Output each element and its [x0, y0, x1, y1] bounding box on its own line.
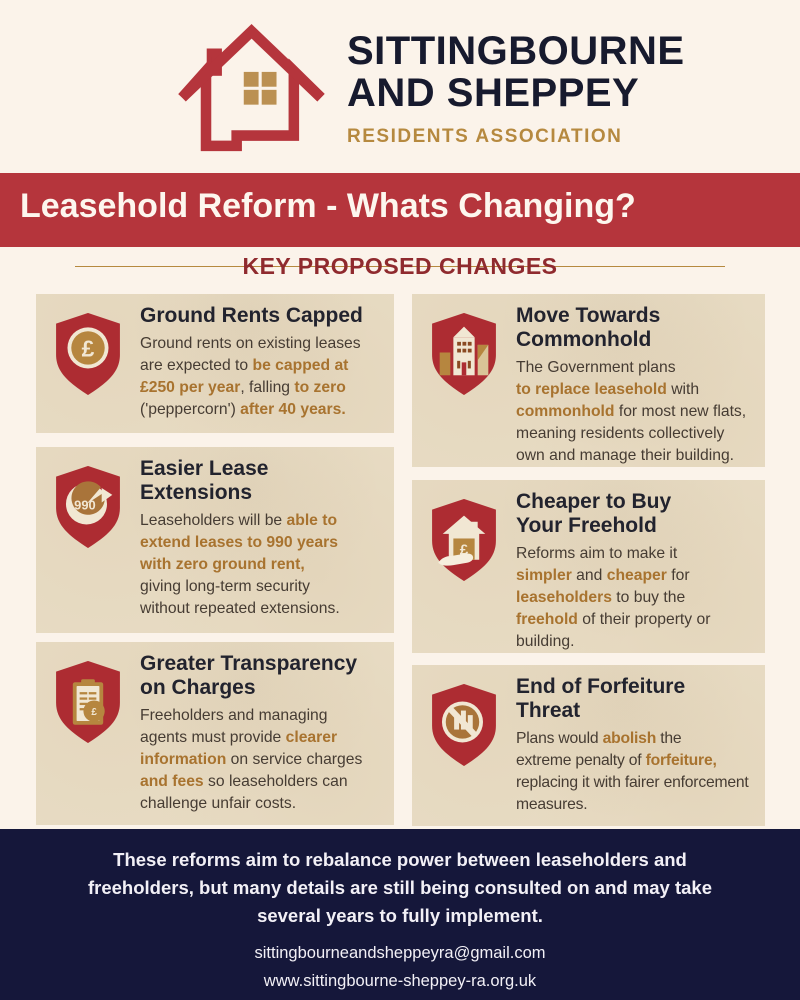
- svg-text:990: 990: [74, 497, 96, 512]
- svg-text:£: £: [91, 707, 97, 718]
- svg-text:£: £: [82, 335, 95, 361]
